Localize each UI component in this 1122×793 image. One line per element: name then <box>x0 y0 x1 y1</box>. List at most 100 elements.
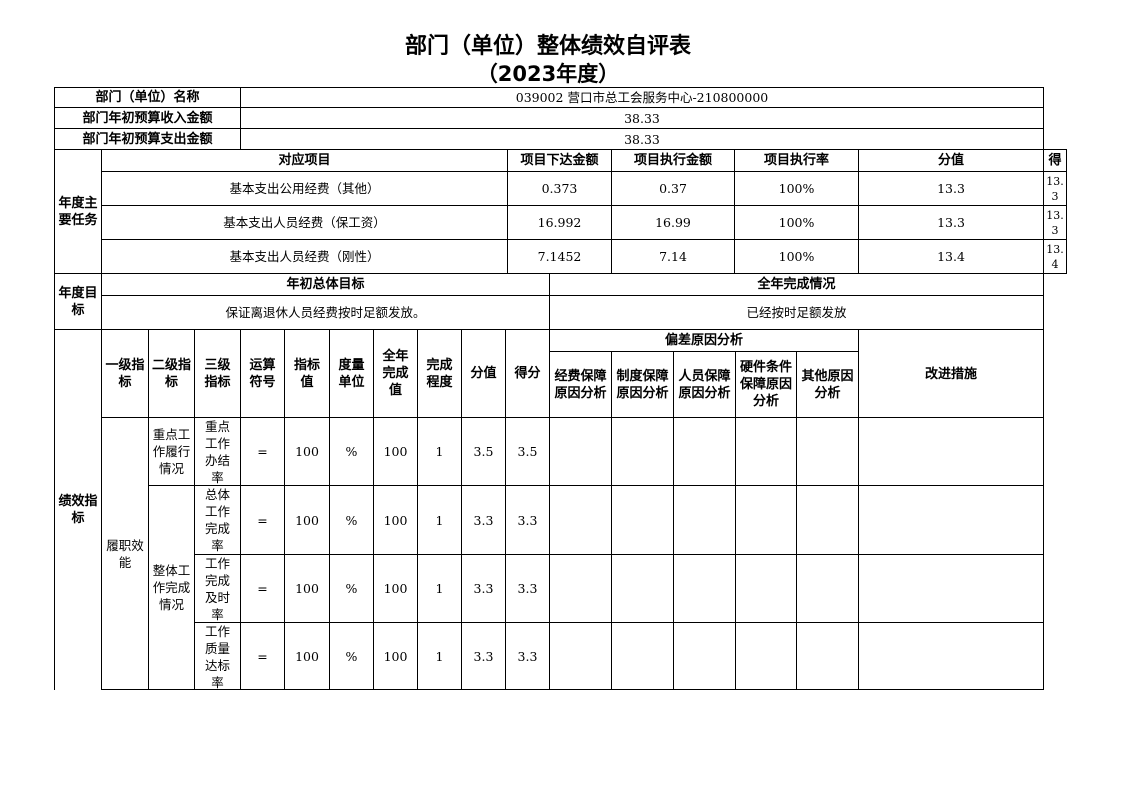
empty-cell <box>611 622 674 690</box>
actual-cell: 100 <box>373 485 418 555</box>
task-rate: 100% <box>734 205 859 240</box>
header-target: 指标值 <box>284 329 330 418</box>
goal-header: 年初总体目标 <box>101 273 550 296</box>
empty-cell <box>673 622 736 690</box>
tasks-header-rate: 项目执行率 <box>734 149 859 172</box>
score-cell: 3.3 <box>505 554 550 623</box>
task-item: 基本支出人员经费（刚性） <box>101 239 508 274</box>
expense-value: 38.33 <box>240 128 1044 150</box>
empty-cell <box>735 417 797 486</box>
empty-cell <box>858 417 1044 486</box>
empty-cell <box>858 622 1044 690</box>
empty-cell <box>673 417 736 486</box>
score-value-cell: 3.3 <box>461 554 506 623</box>
name-value: 039002 营口市总工会服务中心-210800000 <box>240 87 1044 108</box>
degree-cell: 1 <box>417 622 462 690</box>
actual-cell: 100 <box>373 622 418 690</box>
task-score-value: 13.3 <box>858 171 1044 206</box>
task-allocated: 0.373 <box>507 171 612 206</box>
task-item: 基本支出人员经费（保工资） <box>101 205 508 240</box>
done-header: 全年完成情况 <box>549 273 1044 296</box>
empty-cell <box>858 485 1044 555</box>
degree-cell: 1 <box>417 554 462 623</box>
header-unit: 度量单位 <box>329 329 374 418</box>
level3-cell: 重点工作办结率 <box>194 417 241 486</box>
tasks-header-allocated: 项目下达金额 <box>507 149 612 172</box>
task-score: 13.3 <box>1043 171 1067 206</box>
empty-cell <box>549 622 612 690</box>
operator-cell: = <box>240 417 285 486</box>
page-subtitle: （2023年度） <box>476 62 620 86</box>
unit-cell: % <box>329 417 374 486</box>
empty-cell <box>673 554 736 623</box>
task-item: 基本支出公用经费（其他） <box>101 171 508 206</box>
level1-cell: 履职效能 <box>101 417 149 690</box>
operator-cell: = <box>240 554 285 623</box>
task-allocated: 16.992 <box>507 205 612 240</box>
operator-cell: = <box>240 622 285 690</box>
target-cell: 100 <box>284 485 330 555</box>
level2-cell: 整体工作完成情况 <box>148 485 195 690</box>
header-score: 得分 <box>505 329 550 418</box>
tasks-section-label: 年度主要任务 <box>54 149 102 274</box>
tasks-header-score: 得 <box>1043 149 1067 172</box>
deviation-header: 偏差原因分析 <box>549 329 859 352</box>
header-level1: 一级指标 <box>101 329 149 418</box>
task-score-value: 13.4 <box>858 239 1044 274</box>
indicators-section-label: 绩效指标 <box>54 329 102 690</box>
empty-cell <box>796 485 859 555</box>
tasks-header-score-value: 分值 <box>858 149 1044 172</box>
task-rate: 100% <box>734 171 859 206</box>
empty-cell <box>796 417 859 486</box>
empty-cell <box>611 417 674 486</box>
empty-cell <box>549 417 612 486</box>
score-cell: 3.5 <box>505 417 550 486</box>
empty-cell <box>735 554 797 623</box>
deviation-funding: 经费保障原因分析 <box>549 351 612 418</box>
tasks-header-executed: 项目执行金额 <box>611 149 735 172</box>
task-score: 13.4 <box>1043 239 1067 274</box>
empty-cell <box>549 554 612 623</box>
actual-cell: 100 <box>373 554 418 623</box>
name-label: 部门（单位）名称 <box>54 87 241 108</box>
degree-cell: 1 <box>417 485 462 555</box>
score-value-cell: 3.3 <box>461 485 506 555</box>
page-title: 部门（单位）整体绩效自评表 <box>404 34 691 59</box>
header-degree: 完成程度 <box>417 329 462 418</box>
empty-cell <box>858 554 1044 623</box>
degree-cell: 1 <box>417 417 462 486</box>
objectives-section-label: 年度目标 <box>54 273 102 330</box>
task-score-value: 13.3 <box>858 205 1044 240</box>
header-operator: 运算符号 <box>240 329 285 418</box>
operator-cell: = <box>240 485 285 555</box>
level2-cell: 重点工作履行情况 <box>148 417 195 486</box>
score-value-cell: 3.5 <box>461 417 506 486</box>
income-value: 38.33 <box>240 107 1044 129</box>
deviation-hardware: 硬件条件保障原因分析 <box>735 351 797 418</box>
deviation-system: 制度保障原因分析 <box>611 351 674 418</box>
header-score-value: 分值 <box>461 329 506 418</box>
done-text: 已经按时足额发放 <box>549 295 1044 330</box>
unit-cell: % <box>329 622 374 690</box>
empty-cell <box>735 485 797 555</box>
task-rate: 100% <box>734 239 859 274</box>
task-executed: 0.37 <box>611 171 735 206</box>
improve-header: 改进措施 <box>858 329 1044 418</box>
score-cell: 3.3 <box>505 622 550 690</box>
task-allocated: 7.1452 <box>507 239 612 274</box>
empty-cell <box>611 485 674 555</box>
target-cell: 100 <box>284 622 330 690</box>
score-cell: 3.3 <box>505 485 550 555</box>
empty-cell <box>549 485 612 555</box>
task-score: 13.3 <box>1043 205 1067 240</box>
header-level3: 三级指标 <box>194 329 241 418</box>
empty-cell <box>735 622 797 690</box>
empty-cell <box>673 485 736 555</box>
unit-cell: % <box>329 554 374 623</box>
actual-cell: 100 <box>373 417 418 486</box>
target-cell: 100 <box>284 554 330 623</box>
tasks-header-item: 对应项目 <box>101 149 508 172</box>
deviation-personnel: 人员保障原因分析 <box>673 351 736 418</box>
score-value-cell: 3.3 <box>461 622 506 690</box>
income-label: 部门年初预算收入金额 <box>54 107 241 129</box>
